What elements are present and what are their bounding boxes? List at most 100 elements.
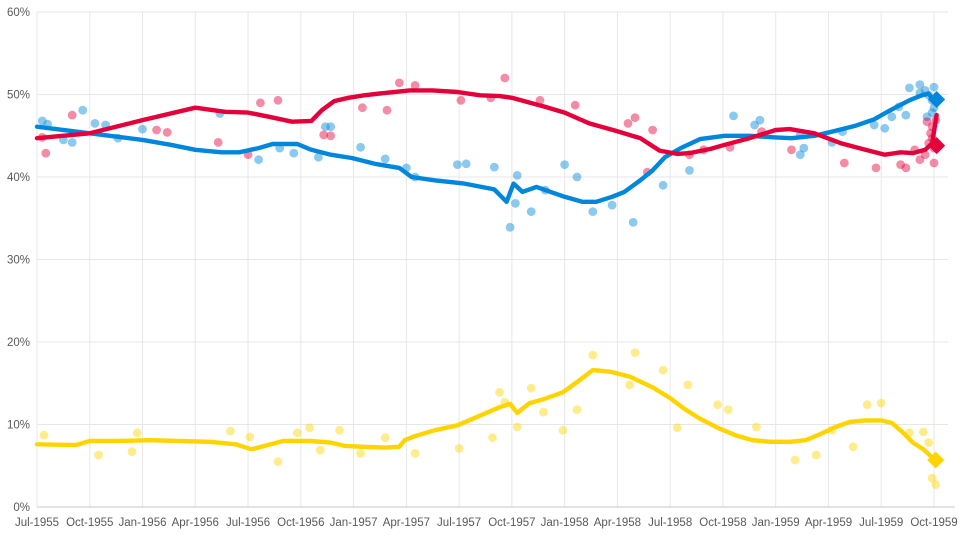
x-axis-tick-label: Jan-1957 [330, 517, 378, 529]
poll-dot-yellow [315, 445, 325, 455]
poll-dot-yellow [410, 449, 420, 458]
poll-dot-yellow [495, 387, 504, 397]
poll-dot-blue [729, 111, 738, 121]
poll-dot-blue [37, 116, 47, 126]
poll-dot-yellow [226, 426, 235, 436]
poll-dot-red [896, 160, 905, 170]
poll-dot-yellow [876, 398, 886, 408]
x-axis-tick-label: Jul-1955 [15, 517, 59, 529]
poll-dot-yellow [927, 473, 937, 483]
y-axis-tick-label: 60% [7, 7, 30, 19]
poll-dot-yellow [625, 380, 635, 390]
trend-line-blue [34, 91, 938, 205]
poll-dot-blue [461, 159, 471, 169]
poll-dot-blue [880, 123, 890, 133]
y-axis-tick-label: 20% [7, 337, 30, 349]
poll-dot-yellow [723, 405, 733, 414]
poll-dot-red [326, 131, 336, 141]
y-axis-tick-label: 30% [7, 255, 30, 267]
poll-dot-blue [658, 180, 668, 190]
poll-dot-yellow [512, 422, 522, 432]
poll-dot-red [630, 113, 640, 122]
poll-dot-red [67, 110, 77, 120]
poll-dot-yellow [558, 425, 568, 435]
poll-dot-yellow [245, 432, 255, 442]
poll-dot-blue [588, 207, 598, 217]
x-axis-tick-label: Jul-1959 [859, 517, 903, 529]
poll-dot-yellow [790, 455, 800, 465]
poll-dot-red [162, 127, 172, 137]
poll-dot-red [787, 145, 796, 155]
poll-dot-red [213, 138, 223, 147]
poll-dot-blue [887, 112, 897, 122]
poll-dot-yellow [94, 450, 103, 460]
poll-dot-yellow [713, 400, 723, 410]
x-axis-tick-label: Jul-1957 [437, 517, 481, 529]
poll-dot-blue [90, 119, 100, 128]
poll-dot-red [41, 148, 51, 158]
poll-dot-red [648, 125, 657, 135]
result-diamond-blue [928, 90, 946, 108]
poll-dot-blue [289, 148, 299, 158]
poll-dot-red [319, 130, 329, 140]
x-axis-tick-label: Oct-1958 [699, 517, 746, 529]
x-axis-tick-label: Oct-1955 [66, 517, 113, 529]
poll-dot-blue [526, 207, 536, 217]
poll-dot-blue [321, 122, 330, 132]
poll-dot-red [382, 105, 392, 115]
poll-dot-red [500, 73, 510, 83]
poll-dot-blue [901, 110, 911, 120]
poll-dot-blue [67, 138, 77, 147]
poll-dot-yellow [539, 407, 548, 417]
poll-dot-yellow [488, 433, 497, 443]
poll-dot-blue [927, 108, 937, 117]
poll-dot-yellow [356, 449, 365, 458]
poll-dot-red [839, 158, 849, 168]
poll-dot-yellow [658, 365, 668, 375]
poll-dot-blue [138, 124, 147, 134]
poll-dot-blue [326, 122, 336, 132]
poll-dot-yellow [672, 423, 682, 433]
poll-dot-blue [750, 120, 759, 130]
poll-dot-red [871, 163, 881, 173]
poll-dot-blue [356, 142, 365, 152]
poll-dot-red [152, 125, 162, 135]
trend-line-yellow [34, 367, 937, 463]
poll-dot-red [256, 98, 265, 108]
x-axis-tick-label: Apr-1958 [594, 517, 641, 529]
poll-dot-yellow [862, 400, 872, 410]
result-diamond-red [928, 137, 946, 155]
poll-dot-blue [869, 120, 879, 130]
x-axis-tick-label: Jan-1958 [541, 517, 589, 529]
poll-dot-yellow [380, 433, 390, 443]
x-axis-tick-label: Apr-1956 [172, 517, 219, 529]
poll-dot-red [456, 95, 466, 105]
poll-dot-yellow [848, 442, 858, 452]
poll-dot-yellow [335, 425, 344, 435]
poll-dot-red [394, 78, 404, 88]
poll-dot-yellow [132, 428, 142, 438]
poll-dot-blue [254, 155, 263, 165]
poll-dot-blue [560, 160, 569, 170]
poll-dot-blue [512, 171, 522, 180]
poll-dot-red [358, 103, 367, 113]
poll-dot-blue [505, 222, 515, 232]
poll-dot-blue [511, 199, 520, 208]
x-axis-tick-label: Jan-1956 [119, 517, 167, 529]
poll-dot-blue [453, 160, 462, 170]
poll-dot-blue [572, 172, 582, 182]
poll-dot-blue [685, 166, 694, 175]
x-axis-tick-label: Oct-1959 [910, 517, 957, 529]
poll-dot-yellow [292, 428, 302, 438]
poll-dot-yellow [931, 480, 941, 490]
poll-dot-blue [905, 83, 914, 93]
x-axis-tick-label: Jan-1959 [752, 517, 800, 529]
poll-dot-yellow [39, 430, 49, 440]
poll-dot-blue [380, 154, 390, 164]
result-diamond-yellow [927, 451, 945, 469]
poll-dot-blue [489, 162, 499, 172]
poll-dot-yellow [273, 457, 283, 466]
poll-dot-red [535, 95, 545, 105]
poll-dot-red [922, 117, 932, 127]
